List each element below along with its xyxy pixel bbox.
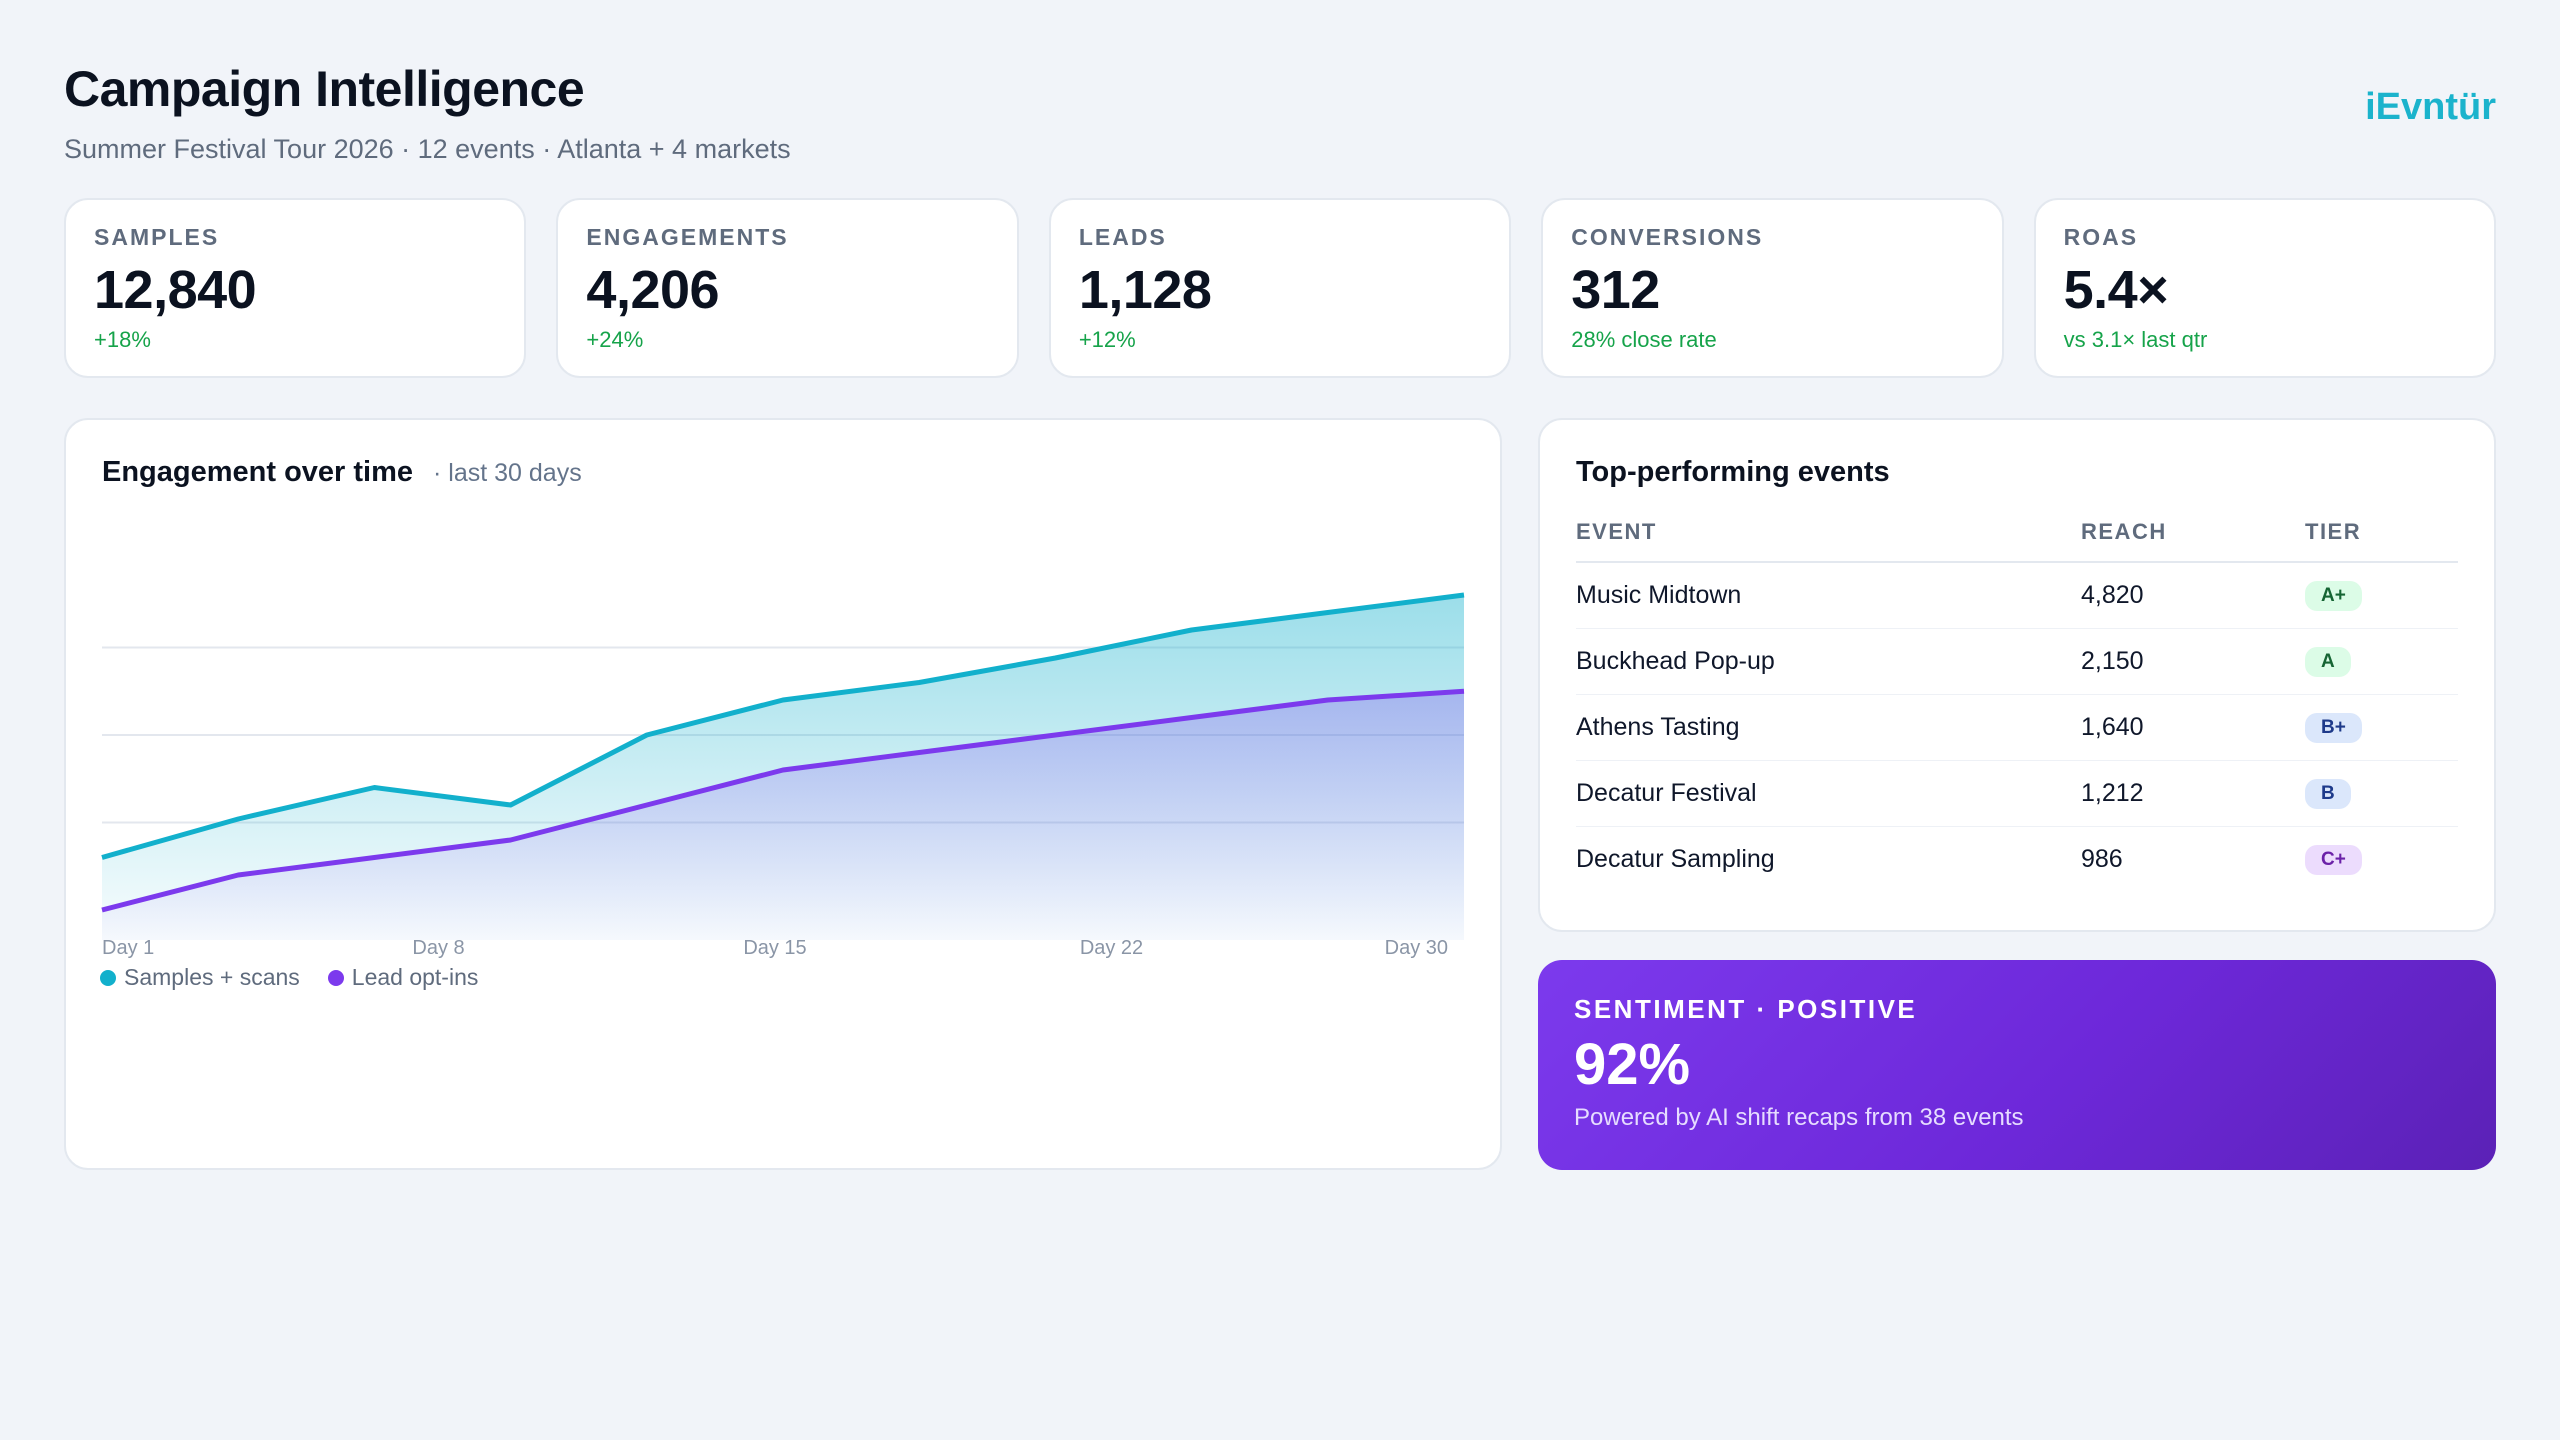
event-name: Decatur Sampling	[1576, 844, 1775, 873]
kpi-delta: 28% close rate	[1571, 327, 1717, 352]
kpi-value: 12,840	[94, 260, 257, 320]
table-row[interactable]: Decatur Sampling 986 C+	[1576, 826, 2458, 892]
event-name: Decatur Festival	[1576, 760, 2081, 827]
top-events-card: Top-performing events EVENT REACH TIER M…	[1538, 418, 2496, 932]
kpi-card-samples: SAMPLES 12,840 +18%	[64, 198, 527, 378]
chart-note: · last 30 days	[433, 459, 582, 487]
table-row[interactable]: Athens Tasting 1,640 B+	[1576, 694, 2458, 761]
kpi-value: 5.4×	[2063, 260, 2169, 320]
kpi-label: ROAS	[2063, 224, 2139, 250]
tier-badge: B	[2305, 779, 2351, 809]
kpi-delta: vs 3.1× last qtr	[2063, 327, 2208, 352]
legend-item-samples[interactable]: Samples + scans	[100, 964, 300, 991]
event-name: Athens Tasting	[1576, 694, 2081, 761]
legend-dot-icon	[327, 969, 344, 986]
legend-label: Samples + scans	[124, 964, 300, 990]
table-row[interactable]: Music Midtown 4,820 A+	[1576, 562, 2458, 629]
x-tick-label: Day 1	[102, 937, 154, 959]
kpi-card-engagements: ENGAGEMENTS 4,206 +24%	[556, 198, 1019, 378]
sentiment-subtext: Powered by AI shift recaps from 38 event…	[1574, 1104, 2024, 1131]
legend-dot-icon	[100, 969, 116, 986]
kpi-row: SAMPLES 12,840 +18% ENGAGEMENTS 4,206 +2…	[64, 198, 2497, 378]
page-header: Campaign Intelligence Summer Festival To…	[64, 60, 2496, 170]
table-row[interactable]: Buckhead Pop-up 2,150 A	[1576, 628, 2458, 695]
tier-badge: A+	[2305, 581, 2362, 612]
chart-legend: Samples + scans Lead opt-ins	[100, 964, 478, 991]
table-row[interactable]: Decatur Festival 1,212 B	[1576, 760, 2458, 827]
kpi-label: LEADS	[1078, 224, 1167, 250]
kpi-label: ENGAGEMENTS	[586, 224, 789, 250]
column-header-reach[interactable]: REACH	[2081, 519, 2305, 563]
page-subtitle: Summer Festival Tour 2026 · 12 events · …	[64, 134, 791, 164]
sentiment-label: SENTIMENT · POSITIVE	[1574, 994, 1918, 1024]
event-name: Music Midtown	[1576, 562, 2081, 629]
kpi-label: CONVERSIONS	[1571, 224, 1764, 250]
x-tick-label: Day 30	[1385, 937, 1448, 959]
event-reach: 4,820	[2081, 562, 2305, 629]
line-samples-scans	[101, 592, 1465, 860]
event-name: Buckhead Pop-up	[1576, 628, 2081, 695]
engagement-chart: Day 1 Day 8 Day 15 Day 22 Day 30	[101, 592, 1465, 959]
column-header-tier[interactable]: TIER	[2305, 519, 2458, 563]
kpi-delta: +18%	[94, 327, 151, 352]
x-tick-label: Day 8	[412, 937, 464, 959]
chart-header: Engagement over time · last 30 days	[102, 456, 1464, 489]
table-header-row: EVENT REACH TIER	[1576, 519, 2458, 563]
sentiment-value: 92%	[1574, 1032, 1691, 1097]
kpi-delta: +12%	[1078, 327, 1136, 352]
event-reach: 1,212	[2081, 760, 2305, 827]
legend-item-leads[interactable]: Lead opt-ins	[327, 964, 479, 991]
line-lead-opt-ins	[101, 688, 1465, 913]
kpi-card-conversions: CONVERSIONS 312 28% close rate	[1541, 198, 2004, 378]
kpi-card-leads: LEADS 1,128 +12%	[1048, 198, 1512, 378]
kpi-delta: +24%	[586, 327, 644, 352]
kpi-card-roas: ROAS 5.4× vs 3.1× last qtr	[2033, 198, 2497, 378]
table-title: Top-performing events	[1576, 456, 1890, 488]
kpi-value: 312	[1571, 260, 1660, 320]
tier-badge: B+	[2305, 713, 2362, 743]
brand-logo[interactable]: iEvntür	[2365, 86, 2496, 128]
kpi-value: 4,206	[586, 260, 720, 320]
event-reach: 986	[2081, 844, 2123, 873]
kpi-label: SAMPLES	[94, 224, 220, 250]
page-title: Campaign Intelligence	[64, 61, 585, 117]
column-header-event[interactable]: EVENT	[1576, 519, 2081, 563]
event-reach: 1,640	[2081, 694, 2305, 761]
event-reach: 2,150	[2081, 628, 2305, 695]
x-tick-label: Day 22	[1080, 937, 1143, 959]
sentiment-card: SENTIMENT · POSITIVE 92% Powered by AI s…	[1538, 960, 2496, 1170]
x-tick-label: Day 15	[743, 937, 806, 959]
tier-badge: C+	[2305, 845, 2362, 876]
chart-title: Engagement over time	[102, 456, 414, 488]
area-lead-opt-ins	[102, 691, 1464, 940]
top-events-table: EVENT REACH TIER Music Midtown 4,820 A+ …	[1576, 519, 2458, 892]
legend-label: Lead opt-ins	[351, 964, 479, 990]
kpi-value: 1,128	[1078, 260, 1212, 320]
tier-badge: A	[2305, 647, 2351, 677]
